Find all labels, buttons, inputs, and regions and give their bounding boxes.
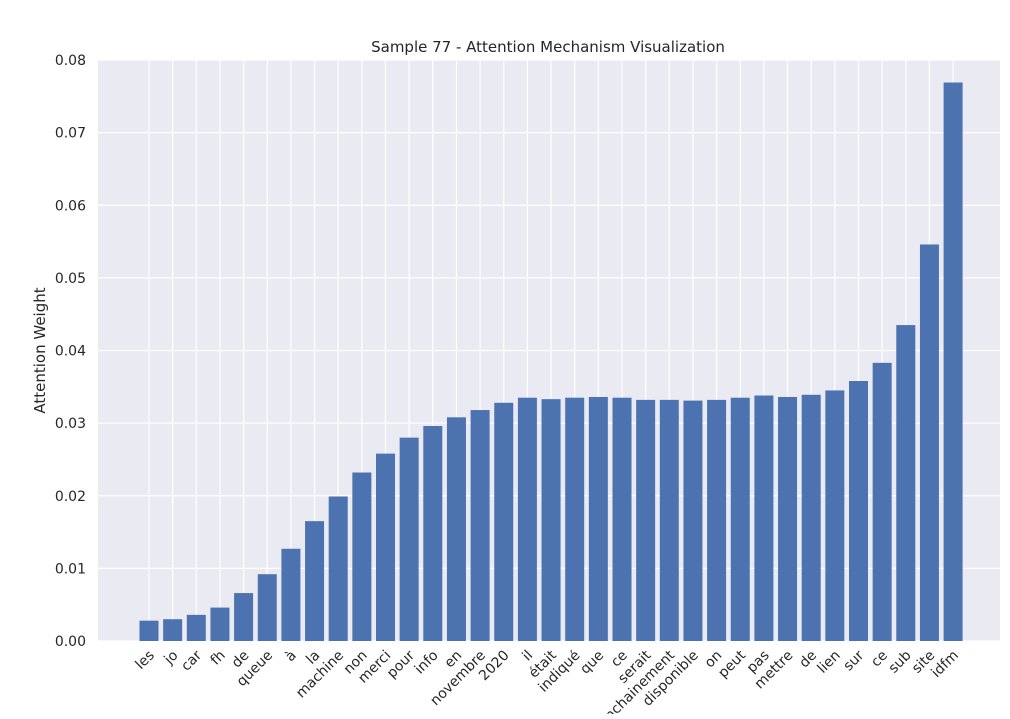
bar-6 [281,548,301,641]
y-tick-label: 0.08 [55,53,86,69]
bar-28 [801,394,821,641]
bar-12 [423,426,443,641]
x-tick-label: jo [161,648,182,669]
x-tick-label: sub [886,647,915,676]
bar-13 [446,417,466,641]
bar-3 [210,607,230,641]
y-tick-label: 0.06 [55,198,86,214]
bar-1 [163,619,183,641]
x-tick-label: que [577,648,607,678]
bar-20 [612,397,632,641]
bar-4 [234,593,254,641]
bar-19 [588,396,608,641]
bar-8 [328,496,348,641]
bar-16 [517,397,537,641]
bar-17 [541,399,561,641]
bar-9 [352,472,372,641]
bar-22 [659,399,679,641]
bar-34 [943,82,963,642]
bar-31 [872,362,892,641]
x-tick-label: fh [208,648,229,669]
y-tick-label: 0.00 [55,634,86,650]
bar-21 [636,399,656,641]
bar-18 [565,397,585,641]
bar-32 [896,325,916,641]
chart-title: Sample 77 - Attention Mechanism Visualiz… [371,38,725,56]
bar-0 [139,620,159,641]
x-tick-label: sur [841,647,868,674]
bar-29 [825,390,845,641]
x-tick-label: idfm [928,648,961,681]
bar-30 [849,381,868,641]
y-tick-label: 0.07 [55,126,86,142]
bar-2 [186,614,206,641]
bar-15 [494,402,514,641]
bar-11 [399,437,419,641]
bars [139,82,963,642]
y-tick-label: 0.04 [55,344,86,360]
bar-33 [919,244,939,641]
x-tick-label: info [412,648,442,678]
y-tick-labels: 0.00 0.01 0.02 0.03 0.04 0.05 0.06 0.07 0.08 [55,53,86,650]
x-tick-label: car [178,647,205,674]
y-tick-label: 0.02 [55,489,86,505]
y-tick-label: 0.05 [55,271,86,287]
y-axis-label: Attention Weight [31,287,49,413]
y-tick-label: 0.03 [55,416,86,432]
x-tick-label: les [133,648,158,673]
bar-10 [376,453,395,641]
bar-14 [470,410,490,641]
y-tick-label: 0.01 [55,561,86,577]
bar-27 [778,396,798,641]
x-tick-label: lien [814,648,843,677]
bar-26 [754,395,774,641]
bar-24 [707,399,727,641]
bar-23 [683,400,703,641]
bar-7 [305,521,325,641]
bar-5 [257,574,277,641]
bar-25 [730,397,750,641]
x-tick-label: à [282,648,299,665]
